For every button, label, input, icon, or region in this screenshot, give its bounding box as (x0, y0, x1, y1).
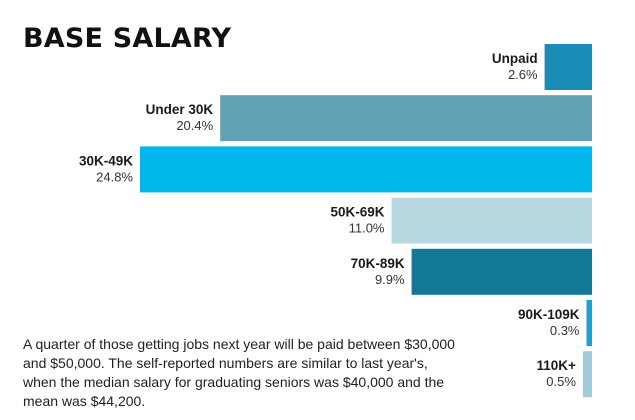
value-label-under-30k: 20.4% (176, 118, 213, 133)
category-label-110k: 110K+ (536, 358, 576, 373)
category-label-90k-109k: 90K-109K (518, 307, 580, 322)
value-label-50k-69k: 11.0% (349, 221, 385, 236)
value-label-30k-49k: 24.8% (96, 169, 133, 184)
bar-50k-69k (391, 197, 592, 244)
value-label-unpaid: 2.6% (508, 67, 538, 82)
bar-110k (582, 351, 592, 398)
value-label-110k: 0.5% (546, 374, 576, 389)
category-label-under-30k: Under 30K (146, 102, 214, 117)
value-label-70k-89k: 9.9% (375, 272, 405, 287)
chart-title: BASE SALARY (23, 23, 232, 54)
value-label-90k-109k: 0.3% (550, 323, 580, 338)
category-label-50k-69k: 50K-69K (330, 205, 384, 220)
chart-caption: A quarter of those getting jobs next yea… (23, 336, 455, 409)
bar-unpaid (544, 44, 592, 90)
bar-70k-89k (411, 248, 592, 295)
category-label-30k-49k: 30K-49K (79, 153, 133, 168)
category-label-unpaid: Unpaid (492, 51, 538, 66)
bar-30k-49k (140, 146, 592, 193)
bar-under-30k (220, 95, 592, 142)
bar-90k-109k (586, 300, 592, 346)
category-label-70k-89k: 70K-89K (351, 256, 405, 271)
